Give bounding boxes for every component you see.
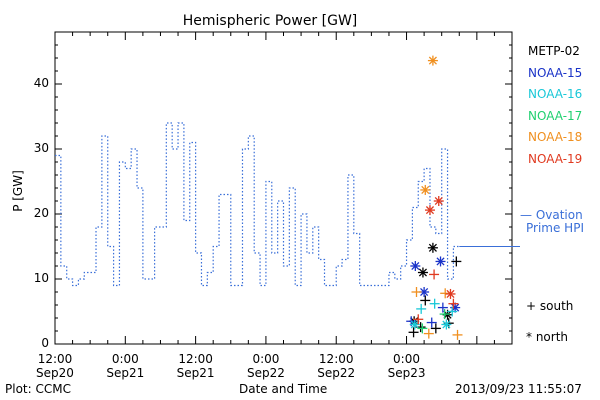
data-point — [426, 317, 437, 328]
data-point — [411, 287, 422, 297]
data-point-stroke — [434, 196, 443, 206]
plot-axes — [54, 31, 513, 345]
data-point — [420, 295, 431, 306]
satellite-points — [406, 55, 463, 340]
data-point — [416, 303, 427, 314]
x-tick-time: 12:00 — [178, 352, 213, 366]
data-point — [417, 267, 428, 278]
y-tick-label: 0 — [41, 336, 49, 350]
data-point — [429, 269, 440, 280]
x-tick-time: 0:00 — [393, 352, 420, 366]
data-point — [441, 319, 452, 330]
y-tick-label: 30 — [33, 141, 49, 155]
data-point-stroke — [421, 185, 430, 195]
data-point — [452, 329, 463, 340]
legend-entry: METP-02 — [528, 44, 580, 58]
plot-frame — [54, 31, 513, 345]
x-tick-label: 0:00 Sep22 — [241, 352, 291, 380]
x-tick-date: Sep21 — [176, 366, 215, 380]
data-point — [424, 205, 435, 216]
legend-marker-north: * north — [526, 330, 568, 344]
chart-title: Hemispheric Power [GW] — [182, 13, 358, 29]
x-tick-date: Sep20 — [36, 366, 74, 380]
x-tick-time: 0:00 — [111, 352, 139, 366]
legend-entry: NOAA-19 — [528, 151, 583, 166]
footer-plot-credit: Plot: CCMC — [5, 382, 71, 396]
ovation-hpi-step-line — [55, 122, 460, 287]
data-point — [420, 184, 431, 195]
legend-marker-south: + south — [526, 299, 573, 313]
legend-marker-label: south — [539, 299, 574, 313]
data-point — [440, 288, 451, 299]
legend-entry: NOAA-15 — [528, 65, 583, 80]
footer-timestamp: 2013/09/23 11:55:07 — [455, 382, 582, 396]
legend-entry: NOAA-16 — [528, 87, 583, 101]
data-point-stroke — [410, 320, 419, 329]
legend-entry-ovation: — Ovation — [520, 208, 583, 222]
data-point-stroke — [442, 320, 451, 329]
data-point — [417, 323, 428, 334]
data-point-stroke — [446, 289, 455, 299]
legend-entry-ovation: Prime HPI — [526, 221, 584, 235]
x-tick-label: 12:00 Sep22 — [311, 352, 361, 380]
legend-marker-label: north — [535, 330, 569, 344]
x-tick-time: 12:00 — [37, 352, 73, 366]
x-tick-date: Sep22 — [317, 366, 356, 380]
data-point — [427, 55, 438, 66]
data-point — [437, 302, 448, 313]
legend-entry: NOAA-17 — [528, 108, 583, 123]
data-point — [445, 288, 456, 299]
x-tick-time: 12:00 — [318, 352, 354, 366]
y-tick-label: 20 — [33, 206, 49, 220]
data-point-stroke — [428, 243, 437, 252]
data-point-stroke — [425, 206, 435, 215]
data-point — [408, 327, 419, 338]
data-point-stroke — [436, 257, 445, 266]
x-tick-label: 12:00 Sep21 — [171, 352, 221, 380]
x-tick-label: 0:00 Sep23 — [382, 352, 432, 380]
y-tick-label: 10 — [33, 271, 49, 285]
x-tick-time: 0:00 — [252, 352, 280, 366]
data-point — [409, 319, 420, 330]
x-tick-date: Sep23 — [387, 366, 426, 380]
x-axis-label: Date and Time — [239, 382, 328, 396]
data-point — [435, 256, 446, 267]
data-point — [430, 323, 441, 334]
x-tick-label: 12:00 Sep20 — [30, 352, 80, 380]
data-point — [439, 309, 450, 320]
data-point-stroke — [428, 56, 437, 65]
y-tick-label: 40 — [33, 76, 49, 90]
data-point-stroke — [411, 261, 420, 271]
x-tick-date: Sep22 — [246, 366, 285, 380]
data-point — [423, 328, 434, 339]
data-point — [429, 298, 440, 309]
data-point — [427, 242, 438, 253]
data-point — [448, 298, 459, 309]
x-tick-date: Sep21 — [106, 366, 145, 380]
data-point-stroke — [418, 268, 428, 277]
data-point — [433, 196, 444, 206]
data-point — [413, 314, 424, 325]
legend-entry: NOAA-18 — [528, 130, 583, 144]
data-point — [451, 256, 462, 267]
x-tick-label: 0:00 Sep21 — [100, 352, 150, 380]
legend-marker-symbol: + — [526, 299, 540, 313]
legend-marker-symbol: * — [526, 330, 536, 344]
data-point — [447, 306, 458, 317]
data-point — [410, 261, 421, 271]
data-point-stroke — [420, 287, 429, 297]
ovation-prime-hpi-line — [55, 122, 520, 287]
